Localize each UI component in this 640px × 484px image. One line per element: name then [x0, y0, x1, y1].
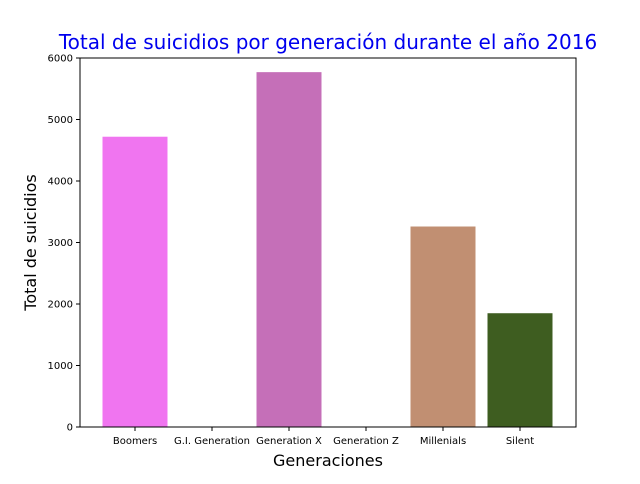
y-axis-label: Total de suicidios [21, 174, 40, 311]
plot-frame [79, 57, 577, 428]
bar [487, 313, 553, 427]
bar [256, 72, 322, 428]
x-tick-label: Millenials [420, 436, 466, 447]
y-tick-label: 6000 [48, 54, 73, 65]
chart-title: Total de suicidios por generación durant… [58, 30, 597, 54]
y-tick-label: 2000 [48, 300, 73, 311]
y-tick-label: 4000 [48, 177, 73, 188]
y-tick-label: 0 [67, 423, 73, 434]
bar [410, 226, 476, 427]
x-tick-label: Boomers [113, 436, 157, 447]
y-tick-label: 3000 [48, 238, 73, 249]
x-tick-label: Generation Z [333, 436, 399, 447]
x-axis: Boomers G.I. Generation Generation X Genera… [113, 427, 534, 447]
x-axis-label: Generaciones [273, 451, 383, 470]
bar [102, 136, 168, 427]
y-tick-label: 1000 [48, 361, 73, 372]
x-tick-label: Silent [506, 436, 534, 447]
y-axis: 0 1000 2000 3000 4000 5000 6000 [48, 54, 80, 434]
x-tick-label: G.I. Generation [174, 436, 250, 447]
bars-group [102, 72, 553, 428]
y-tick-label: 5000 [48, 115, 73, 126]
x-tick-label: Generation X [256, 436, 322, 447]
